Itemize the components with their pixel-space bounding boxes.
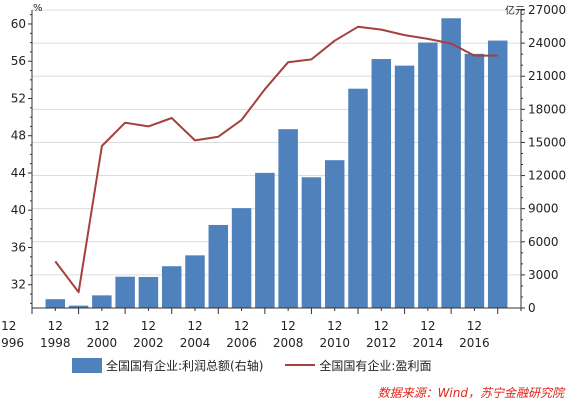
bar — [278, 129, 298, 308]
left-axis-unit: % — [33, 3, 43, 14]
bar — [394, 65, 415, 308]
x-tick-label-month: 12 — [94, 319, 109, 333]
x-tick-label-month: 12 — [420, 319, 435, 333]
left-tick-label: 36 — [11, 240, 26, 254]
right-tick-label: 24000 — [528, 36, 566, 50]
right-tick-label: 15000 — [528, 135, 566, 149]
bar — [441, 18, 461, 308]
x-tick-label-year: 1998 — [40, 336, 71, 350]
right-axis-unit: 亿元 — [505, 4, 525, 17]
right-tick-label: 18000 — [528, 102, 566, 116]
x-tick-label-month: 12 — [141, 319, 156, 333]
x-tick-label-month: 12 — [327, 319, 342, 333]
x-tick-label-year: 2016 — [459, 336, 490, 350]
right-tick-label: 0 — [528, 301, 536, 315]
bar — [68, 305, 89, 308]
line-series — [54, 25, 498, 294]
x-tick-label-year: 2012 — [366, 336, 397, 350]
x-tick-label-year: 2008 — [273, 336, 304, 350]
bar — [324, 160, 345, 308]
right-tick-label: 9000 — [528, 202, 559, 216]
bar — [208, 224, 229, 308]
bar — [185, 255, 205, 308]
bar-series — [45, 18, 508, 309]
x-tick-label-month: 12 — [1, 319, 16, 333]
x-tick-label-month: 12 — [48, 319, 63, 333]
bar — [138, 276, 159, 308]
x-tick-label-year: 2004 — [180, 336, 211, 350]
bar — [371, 59, 392, 309]
left-tick-label: 32 — [11, 278, 26, 292]
series-line — [54, 25, 498, 294]
legend: 全国国有企业:利润总额(右轴) 全国国有企业:盈利面 — [72, 355, 431, 375]
legend-item-line: 全国国有企业:盈利面 — [285, 357, 431, 374]
x-tick-label-year: 2006 — [226, 336, 257, 350]
bar — [418, 42, 438, 309]
bar — [487, 40, 508, 308]
bar — [45, 299, 66, 308]
legend-label-line: 全国国有企业:盈利面 — [319, 358, 432, 373]
bar — [301, 177, 322, 308]
bar — [92, 295, 112, 308]
bar — [348, 88, 368, 308]
x-tick-label-year: 2010 — [319, 336, 350, 350]
left-tick-label: 44 — [11, 166, 26, 180]
x-tick-label-month: 12 — [187, 319, 202, 333]
right-tick-label: 21000 — [528, 69, 566, 83]
left-tick-label: 40 — [11, 203, 26, 217]
left-tick-label: 56 — [11, 54, 26, 68]
x-tick-label-month: 12 — [374, 319, 389, 333]
right-tick-label: 27000 — [528, 3, 566, 17]
legend-swatch-bars — [72, 357, 102, 373]
left-tick-label: 52 — [11, 91, 26, 105]
bar — [464, 53, 485, 308]
right-tick-label: 12000 — [528, 169, 566, 183]
x-tick-label-year: 1996 — [0, 336, 24, 350]
x-tick-label-year: 2000 — [87, 336, 118, 350]
x-tick-label-year: 2014 — [413, 336, 444, 350]
left-tick-label: 48 — [11, 129, 26, 143]
x-tick-label-month: 12 — [234, 319, 249, 333]
x-tick-label-month: 12 — [467, 319, 482, 333]
right-tick-label: 6000 — [528, 235, 559, 249]
right-tick-label: 3000 — [528, 268, 559, 282]
legend-swatch-line — [285, 364, 316, 366]
gridlines — [32, 9, 521, 276]
bar — [255, 172, 275, 308]
source-note: 数据来源：Wind，苏宁金融研究院 — [377, 386, 564, 400]
x-tick-label-month: 12 — [281, 319, 296, 333]
legend-label-bars: 全国国有企业:利润总额(右轴) — [106, 358, 264, 373]
bar — [115, 276, 135, 308]
bar — [161, 266, 182, 308]
x-tick-label-year: 2002 — [133, 336, 164, 350]
axes: 32 36 40 44 48 52 56 60 0 3000 6000 9000 12000 15000 1… — [0, 3, 566, 350]
bar — [231, 208, 252, 308]
legend-item-bars: 全国国有企业:利润总额(右轴) — [72, 357, 263, 374]
left-tick-label: 60 — [11, 17, 26, 31]
